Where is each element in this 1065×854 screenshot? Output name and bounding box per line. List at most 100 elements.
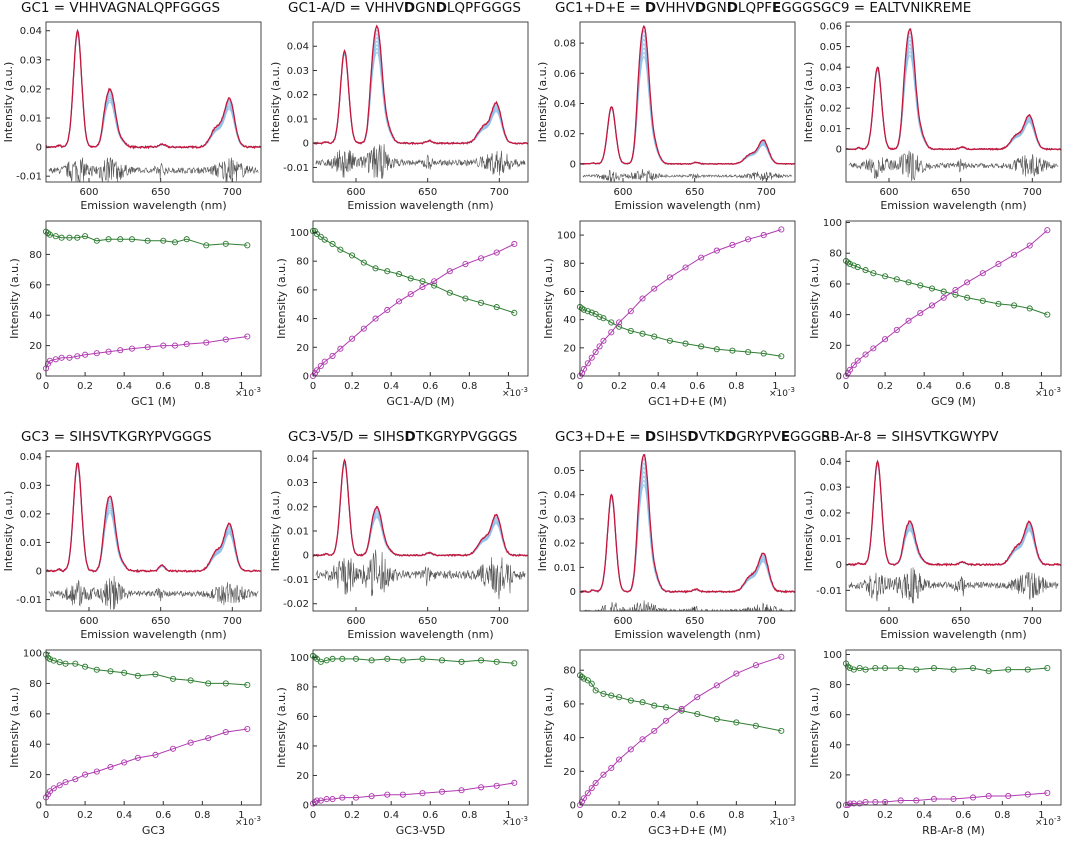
magenta-data-point bbox=[203, 339, 210, 346]
y-tick-label: 0.03 bbox=[20, 481, 42, 492]
spectrum-band-line bbox=[846, 463, 1061, 565]
y-tick-label: 80 bbox=[296, 682, 309, 693]
title-segment: D bbox=[645, 429, 656, 445]
spectrum-band-line bbox=[313, 461, 528, 556]
y-tick-label: 100 bbox=[290, 653, 309, 664]
spectrum-band-line bbox=[46, 465, 261, 572]
title-segment: E bbox=[772, 0, 781, 16]
y-tick-label: 0.02 bbox=[820, 508, 842, 519]
spectrum-band-line bbox=[313, 25, 528, 144]
x-tick-label: 0.6 bbox=[422, 381, 438, 392]
y-tick-label: 0.01 bbox=[20, 538, 42, 549]
y-axis-label: Intensity (a.u.) bbox=[2, 491, 15, 572]
y-tick-label: 20 bbox=[829, 341, 842, 352]
x-tick-label: 650 bbox=[418, 616, 437, 627]
green-data-point bbox=[317, 233, 324, 240]
y-tick-label: 0 bbox=[303, 139, 309, 150]
plot-frame bbox=[312, 649, 529, 806]
spectrum-band-line bbox=[580, 458, 795, 593]
x-tick-label: 1 bbox=[1038, 381, 1044, 392]
y-tick-label: -0.01 bbox=[16, 595, 42, 606]
green-series-line bbox=[579, 674, 782, 732]
y-tick-label: 0.04 bbox=[554, 490, 576, 501]
spectrum-final-line bbox=[45, 28, 262, 150]
y-tick-label: 80 bbox=[563, 666, 576, 677]
green-series-line bbox=[579, 306, 782, 357]
spectrum-band-line bbox=[846, 463, 1061, 565]
magenta-data-point bbox=[713, 247, 720, 254]
spectrum-band-line bbox=[313, 460, 528, 556]
magenta-data-point bbox=[317, 797, 324, 804]
y-axis-label: Intensity (a.u.) bbox=[2, 62, 15, 143]
magenta-data-point bbox=[446, 268, 453, 275]
y-tick-label: 0.06 bbox=[554, 69, 576, 80]
green-data-point bbox=[872, 665, 879, 672]
y-tick-label: -0.01 bbox=[283, 575, 309, 586]
magenta-data-point bbox=[588, 785, 595, 792]
plot-frame bbox=[579, 220, 796, 377]
magenta-data-point bbox=[592, 780, 599, 787]
y-tick-label: 0.03 bbox=[554, 514, 576, 525]
green-data-point bbox=[882, 665, 889, 672]
magenta-data-point bbox=[928, 302, 936, 309]
green-data-point bbox=[862, 666, 869, 673]
y-tick-label: 60 bbox=[29, 280, 42, 291]
x-tick-label: 0.2 bbox=[344, 381, 360, 392]
magenta-data-point bbox=[152, 751, 159, 758]
magenta-data-point bbox=[940, 294, 947, 301]
spectrum-final-line bbox=[845, 459, 1062, 567]
spectrum-final-line bbox=[579, 453, 796, 594]
spectrum-band-line bbox=[46, 462, 261, 572]
magenta-data-point bbox=[329, 352, 336, 359]
magenta-data-point bbox=[639, 295, 646, 302]
magenta-data-point bbox=[82, 771, 89, 778]
green-data-point bbox=[930, 665, 938, 672]
green-data-point bbox=[600, 315, 607, 322]
title-segment: GC3 = SIHSVTKGRYPVGGGS bbox=[21, 429, 212, 445]
green-data-point bbox=[399, 657, 406, 664]
magenta-data-point bbox=[600, 337, 607, 344]
x-tick-label: 0.2 bbox=[877, 381, 893, 392]
panel-title: GC1+D+E = DVHHVDGNDLQPFEGGGS bbox=[555, 0, 821, 16]
y-tick-label: 0 bbox=[36, 801, 42, 812]
spectrum-band-line bbox=[46, 33, 261, 148]
green-data-point bbox=[627, 697, 634, 704]
title-segment: D bbox=[405, 429, 416, 445]
green-data-point bbox=[862, 267, 869, 274]
x-tick-label: 0.2 bbox=[77, 810, 93, 821]
green-data-point bbox=[58, 234, 65, 241]
x-tick-label: 0.4 bbox=[116, 810, 132, 821]
y-tick-label: 0 bbox=[836, 372, 842, 383]
magenta-data-point bbox=[608, 329, 615, 336]
x-tick-label: 0.8 bbox=[194, 381, 210, 392]
green-data-point bbox=[733, 719, 740, 726]
y-tick-label: 40 bbox=[29, 740, 42, 751]
x-tick-label: 600 bbox=[879, 616, 898, 627]
green-data-point bbox=[431, 282, 438, 289]
magenta-data-point bbox=[44, 791, 52, 798]
panel-title: GC3-V5/D = SIHSDTKGRYPVGGGS bbox=[288, 429, 517, 445]
spectrum-panel-3: GC9 = EALTVNIKREME 600 650 700 0 0.01 0.02 0.03… bbox=[802, 0, 1062, 212]
y-tick-label: 100 bbox=[23, 649, 42, 660]
spectrum-band-line bbox=[846, 462, 1061, 565]
green-data-point bbox=[46, 231, 53, 238]
magenta-data-point bbox=[917, 310, 924, 317]
y-tick-label: 0 bbox=[303, 801, 309, 812]
x-tick-label: 0 bbox=[577, 381, 583, 392]
y-tick-label: 0 bbox=[36, 372, 42, 383]
magenta-data-point bbox=[317, 362, 324, 370]
y-tick-label: 100 bbox=[823, 218, 842, 229]
green-data-point bbox=[729, 347, 736, 354]
magenta-data-point bbox=[82, 351, 89, 358]
magenta-data-point bbox=[107, 763, 114, 771]
title-segment: D bbox=[436, 0, 447, 16]
magenta-data-point bbox=[778, 226, 785, 233]
y-tick-label: 0 bbox=[570, 801, 576, 812]
title-segment: GC1+D+E = bbox=[555, 0, 645, 16]
spectrum-band-line bbox=[313, 47, 528, 144]
green-data-point bbox=[152, 671, 159, 678]
magenta-data-point bbox=[651, 285, 658, 292]
green-data-point bbox=[93, 666, 100, 673]
magenta-series-line bbox=[579, 656, 782, 806]
